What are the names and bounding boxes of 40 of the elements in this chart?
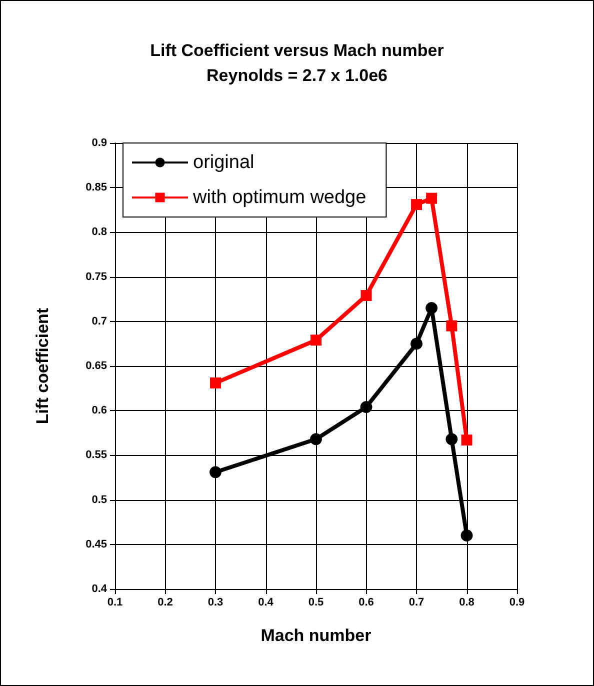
x-tick-label: 0.2 <box>158 596 173 608</box>
point <box>360 401 372 414</box>
chart-subtitle: Reynolds = 2.7 x 1.0e6 <box>206 66 388 85</box>
x-tick-label: 0.7 <box>408 596 424 608</box>
y-tick-label: 0.7 <box>92 315 107 328</box>
point <box>310 334 322 346</box>
point <box>461 434 472 446</box>
legend-label: original <box>193 152 254 173</box>
y-tick-label: 0.75 <box>86 270 107 283</box>
point <box>410 338 422 350</box>
point <box>446 320 458 332</box>
point <box>360 290 372 302</box>
y-tick-label: 0.9 <box>92 137 107 149</box>
x-tick-label: 0.5 <box>308 596 324 608</box>
y-tick-label: 0.85 <box>86 182 107 194</box>
x-tick-label: 0.4 <box>258 596 274 608</box>
legend-label: with optimum wedge <box>192 187 366 208</box>
y-tick-label: 0.55 <box>86 449 107 462</box>
point <box>460 529 473 542</box>
y-tick-label: 0.8 <box>92 226 107 238</box>
y-axis-title: Lift coefficient <box>33 308 52 424</box>
x-tick-label: 0.8 <box>459 596 474 608</box>
y-tick-label: 0.4 <box>92 583 108 595</box>
y-tick-label: 0.45 <box>86 538 107 550</box>
x-tick-label: 0.1 <box>107 596 123 608</box>
x-tick-label: 0.9 <box>509 596 525 608</box>
point <box>426 192 438 204</box>
chart-title: Lift Coefficient versus Mach number <box>150 41 444 60</box>
y-tick-label: 0.5 <box>92 494 107 506</box>
y-tick-label: 0.65 <box>86 360 107 372</box>
point <box>411 199 422 210</box>
x-tick-label: 0.3 <box>208 596 224 608</box>
x-axis-title: Mach number <box>260 626 372 645</box>
point <box>210 377 221 388</box>
y-tick-label: 0.6 <box>92 404 107 417</box>
point <box>446 433 458 446</box>
point <box>210 466 222 478</box>
x-tick-label: 0.6 <box>358 596 374 608</box>
point <box>310 433 322 446</box>
point <box>426 302 438 314</box>
